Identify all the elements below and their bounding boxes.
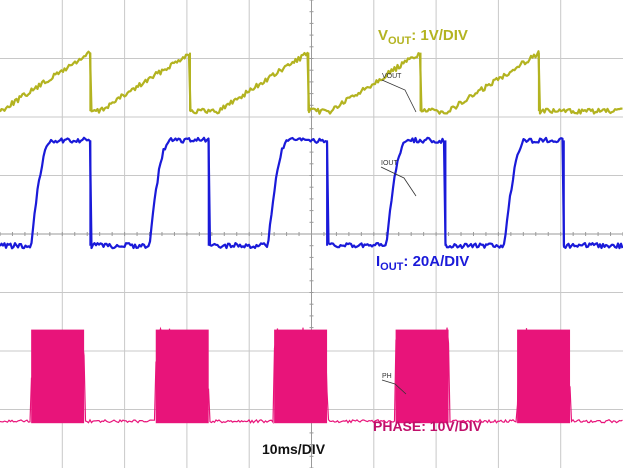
iout-scale-label: IOUT: 20A/DIV — [376, 253, 469, 273]
trace-tags: VOUT IOUT PH — [380, 73, 417, 395]
pulse-phase-4 — [395, 329, 449, 424]
trace-iout — [0, 136, 623, 250]
pulse-phase-5 — [517, 329, 571, 424]
phase-scale-label: PHASE: 10V/DIV — [373, 418, 483, 434]
pulse-phase-2 — [155, 329, 209, 424]
trace-tag-leader — [381, 379, 407, 395]
trace-vout — [0, 50, 623, 115]
pulse-phase-1 — [31, 329, 85, 424]
timebase-label: 10ms/DIV — [262, 441, 326, 457]
vout-scale-label: VOUT: 1V/DIV — [378, 27, 468, 47]
trace-tag-iout: IOUT — [381, 160, 398, 167]
trace-tag-phase: PH — [382, 373, 392, 380]
trace-phase — [0, 326, 623, 425]
trace-tag-leader — [380, 166, 417, 197]
trace-vout-line — [0, 50, 623, 115]
traces — [0, 50, 623, 425]
pulse-phase-3 — [274, 329, 328, 424]
trace-tag-leader — [381, 79, 417, 113]
trace-iout-line — [0, 136, 623, 250]
trace-tag-vout: VOUT — [382, 73, 402, 80]
